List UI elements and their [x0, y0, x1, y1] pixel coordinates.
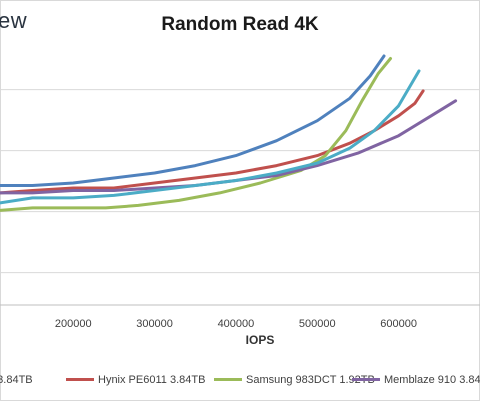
chart-legend: ...3.84TB Hynix PE6011 3.84TB Samsung 983D…: [0, 374, 480, 388]
legend-label: Memblaze 910 3.84TB: [384, 374, 480, 386]
legend-item-2: Samsung 983DCT 1.92TB: [214, 374, 375, 386]
legend-swatch: [66, 377, 94, 381]
series-line-0: [0, 54, 386, 187]
x-tick-label: 200000: [55, 318, 92, 330]
series-line-4: [0, 69, 421, 205]
series-line-1: [0, 89, 425, 195]
watermark-logo-text: ew: [0, 8, 28, 33]
legend-item-1: Hynix PE6011 3.84TB: [66, 374, 205, 386]
x-tick-label: 400000: [218, 318, 255, 330]
series-line-3: [0, 99, 458, 195]
series-line-2: [0, 57, 392, 212]
x-tick-label: 500000: [299, 318, 336, 330]
chart-title: Random Read 4K: [0, 14, 480, 36]
legend-swatch: [214, 377, 242, 381]
legend-label: Hynix PE6011 3.84TB: [98, 374, 206, 386]
x-tick-label: 600000: [380, 318, 417, 330]
legend-label: Samsung 983DCT 1.92TB: [246, 374, 375, 386]
chart-title-text: Random Read 4K: [161, 14, 319, 35]
x-axis-label: IOPS: [245, 333, 275, 347]
legend-item-0: ...3.84TB: [0, 374, 33, 386]
legend-item-3: Memblaze 910 3.84TB: [352, 374, 480, 386]
x-tick-label: 300000: [136, 318, 173, 330]
legend-label: ...3.84TB: [0, 374, 33, 386]
legend-swatch: [352, 377, 380, 381]
